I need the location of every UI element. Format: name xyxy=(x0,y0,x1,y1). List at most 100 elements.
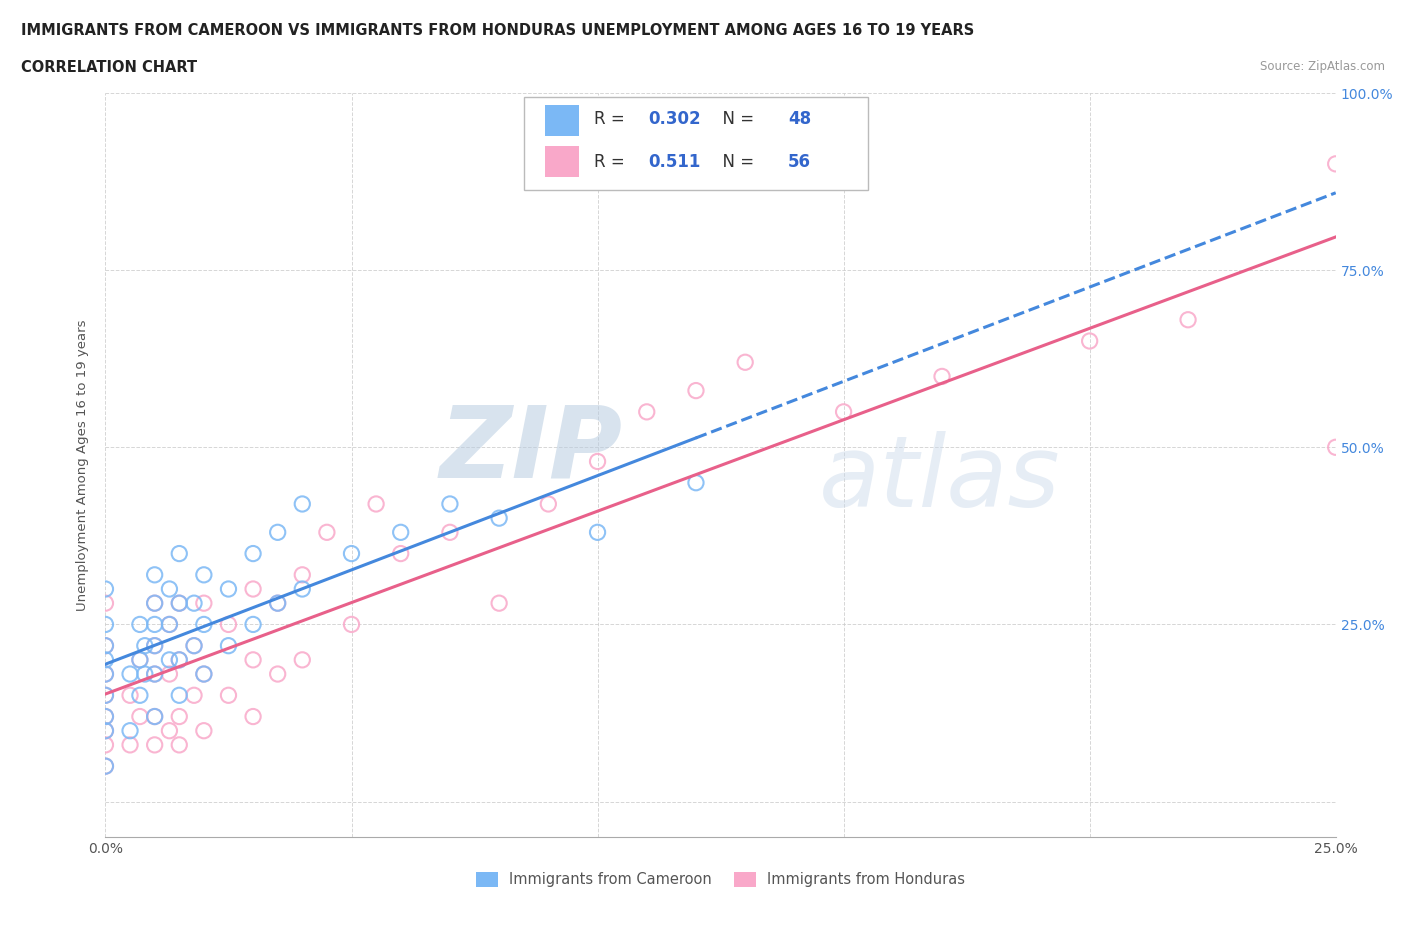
Point xyxy=(389,525,412,539)
Point xyxy=(439,525,461,539)
Point xyxy=(94,638,117,653)
Point xyxy=(120,724,141,738)
Y-axis label: Unemployment Among Ages 16 to 19 years: Unemployment Among Ages 16 to 19 years xyxy=(76,319,90,611)
Point xyxy=(242,653,264,668)
Point xyxy=(267,525,290,539)
Point xyxy=(94,759,117,774)
Point xyxy=(193,724,215,738)
Point xyxy=(218,581,240,596)
Point xyxy=(366,497,388,512)
FancyBboxPatch shape xyxy=(524,97,869,190)
Point xyxy=(94,667,117,682)
Point xyxy=(129,709,152,724)
Point xyxy=(94,617,117,631)
Point xyxy=(143,617,166,631)
Point xyxy=(291,653,314,668)
Point xyxy=(685,475,707,490)
Bar xyxy=(544,105,579,137)
Point xyxy=(340,546,363,561)
Point xyxy=(183,688,205,703)
Point xyxy=(169,709,191,724)
Point xyxy=(143,737,166,752)
Point xyxy=(143,709,166,724)
Point xyxy=(159,653,180,668)
Point xyxy=(1177,312,1199,327)
Point xyxy=(143,667,166,682)
Point xyxy=(1324,156,1347,171)
Point xyxy=(291,581,314,596)
Point xyxy=(242,546,264,561)
Point xyxy=(439,497,461,512)
Point xyxy=(159,617,180,631)
Point xyxy=(143,596,166,611)
Point xyxy=(94,596,117,611)
Point xyxy=(94,653,117,668)
Point xyxy=(159,581,180,596)
Point xyxy=(169,546,191,561)
Point xyxy=(242,709,264,724)
Point xyxy=(931,369,953,384)
Point xyxy=(586,525,609,539)
Point xyxy=(169,688,191,703)
Text: R =: R = xyxy=(593,111,630,128)
Text: Source: ZipAtlas.com: Source: ZipAtlas.com xyxy=(1260,60,1385,73)
Point xyxy=(94,581,117,596)
Point xyxy=(340,617,363,631)
Point xyxy=(120,667,141,682)
Point xyxy=(734,355,756,370)
Point xyxy=(134,638,156,653)
Point xyxy=(94,688,117,703)
Point xyxy=(94,724,117,738)
Point xyxy=(94,737,117,752)
Point xyxy=(129,653,152,668)
Point xyxy=(1078,334,1101,349)
Point xyxy=(183,596,205,611)
Point xyxy=(94,667,117,682)
Text: 0.302: 0.302 xyxy=(648,111,700,128)
Point xyxy=(94,709,117,724)
Point xyxy=(143,638,166,653)
Point xyxy=(94,709,117,724)
Point xyxy=(193,667,215,682)
Point xyxy=(143,638,166,653)
Point xyxy=(159,667,180,682)
Point xyxy=(129,617,152,631)
Point xyxy=(315,525,337,539)
Point xyxy=(134,667,156,682)
Point xyxy=(129,688,152,703)
Point xyxy=(169,596,191,611)
Point xyxy=(169,653,191,668)
Point xyxy=(143,709,166,724)
Point xyxy=(143,596,166,611)
Point xyxy=(267,596,290,611)
Point xyxy=(537,497,560,512)
Text: N =: N = xyxy=(711,153,759,171)
Point xyxy=(143,667,166,682)
Point xyxy=(94,759,117,774)
Text: CORRELATION CHART: CORRELATION CHART xyxy=(21,60,197,75)
Point xyxy=(1324,440,1347,455)
Point xyxy=(218,688,240,703)
Point xyxy=(242,617,264,631)
Point xyxy=(291,497,314,512)
Point xyxy=(291,567,314,582)
Text: atlas: atlas xyxy=(818,432,1060,528)
Point xyxy=(159,724,180,738)
Point xyxy=(389,546,412,561)
Point xyxy=(218,638,240,653)
Point xyxy=(94,638,117,653)
Text: R =: R = xyxy=(593,153,636,171)
Point xyxy=(129,653,152,668)
Point xyxy=(267,596,290,611)
Point xyxy=(169,596,191,611)
Point xyxy=(159,617,180,631)
Point xyxy=(193,567,215,582)
Point xyxy=(183,638,205,653)
Text: N =: N = xyxy=(711,111,759,128)
Point xyxy=(242,581,264,596)
Point xyxy=(586,454,609,469)
Point xyxy=(218,617,240,631)
Point xyxy=(685,383,707,398)
Point xyxy=(832,405,855,419)
Point xyxy=(183,638,205,653)
